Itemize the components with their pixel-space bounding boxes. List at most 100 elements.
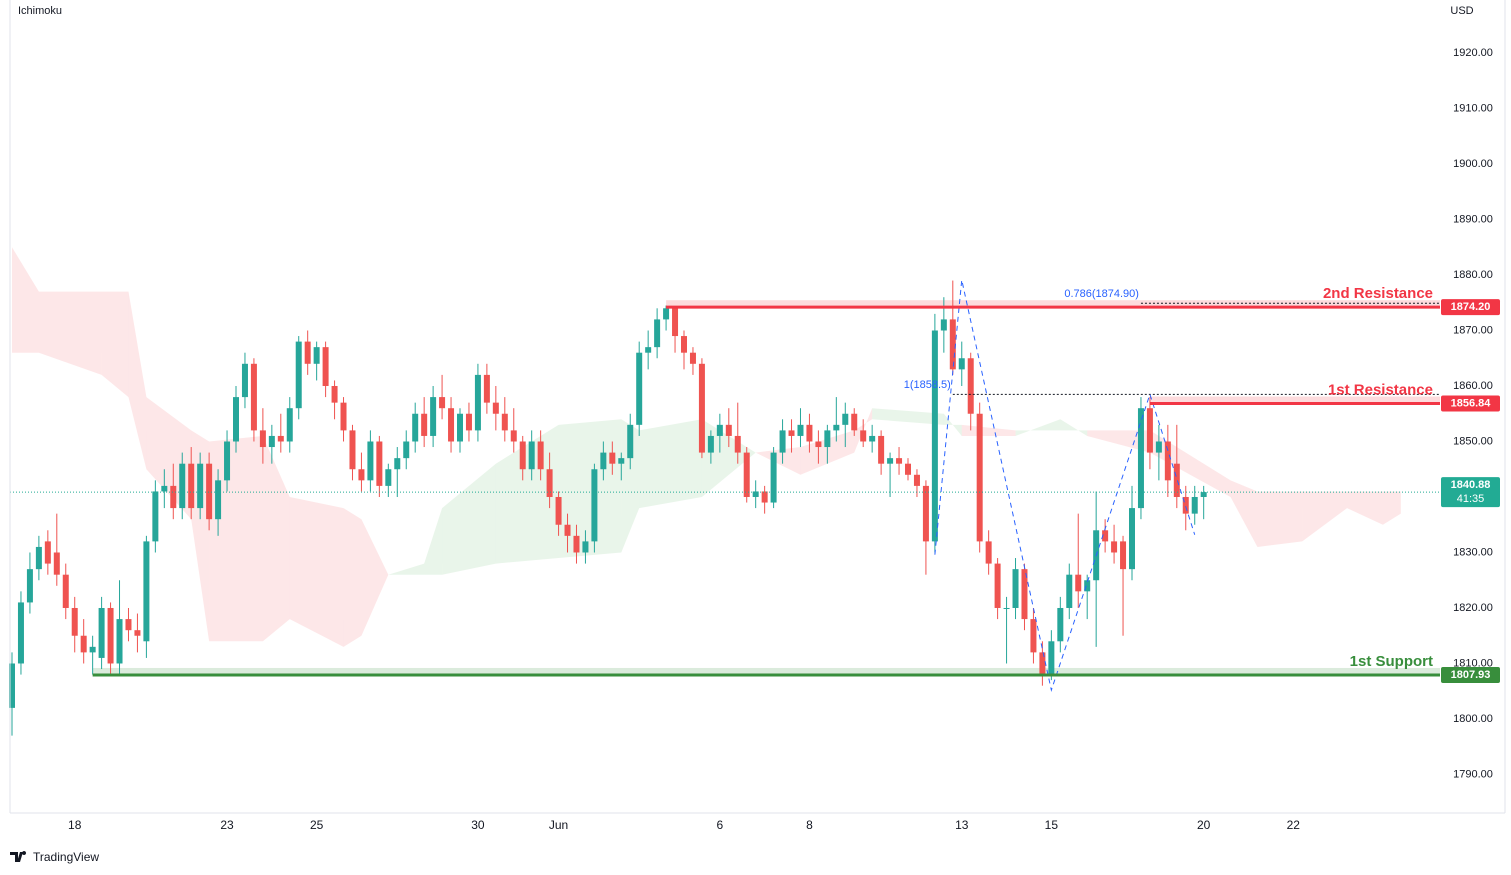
candle-body: [555, 496, 562, 525]
candle-body: [734, 435, 741, 453]
level-tag-label: 1807.93: [1451, 669, 1491, 681]
level-name: 1st Support: [1350, 653, 1433, 670]
candle-body: [887, 458, 894, 464]
cloud-segment: [12, 247, 39, 353]
candle-body: [197, 463, 204, 509]
cloud-segment: [424, 508, 443, 575]
candle-body: [1155, 441, 1162, 453]
candle-body: [707, 435, 714, 453]
candle-body: [833, 424, 840, 431]
candle-body: [134, 630, 141, 636]
candle-body: [340, 402, 347, 431]
candle-body: [743, 452, 750, 497]
last-price-label: 1840.88: [1451, 479, 1491, 491]
cloud-segment: [1347, 491, 1383, 525]
candle-body: [1084, 580, 1091, 592]
y-tick-label: 1910.00: [1453, 102, 1493, 114]
cloud-segment: [289, 496, 344, 647]
candle-body: [546, 469, 553, 497]
cloud-segment: [128, 291, 147, 470]
countdown-label: 41:35: [1457, 493, 1485, 505]
cloud-segment: [262, 435, 290, 642]
candle-body: [779, 430, 786, 453]
cloud-segment: [1149, 430, 1231, 497]
level-tag: [1441, 299, 1500, 316]
candle-body: [188, 463, 195, 509]
candle-body: [1129, 508, 1135, 570]
candle-body: [1200, 492, 1207, 497]
candle-body: [896, 458, 903, 464]
candle-body: [349, 430, 356, 470]
candle-body: [116, 619, 123, 664]
cloud-segment: [755, 447, 801, 475]
y-tick-label: 1880.00: [1453, 269, 1493, 281]
level-band: [666, 300, 1440, 308]
cloud-segment: [1087, 430, 1150, 453]
candle-body: [940, 319, 947, 331]
candle-body: [931, 330, 938, 542]
candle-body: [367, 441, 374, 481]
candle-body: [1120, 541, 1127, 570]
candle-body: [627, 424, 634, 459]
fib-label: 1(1858.5): [904, 379, 951, 391]
candle-body: [439, 397, 446, 409]
candle-body: [295, 341, 302, 409]
candle-body: [448, 408, 455, 442]
candle-body: [788, 430, 795, 436]
level-name: 1st Resistance: [1328, 381, 1433, 398]
candle-body: [1102, 530, 1109, 542]
candle-body: [815, 441, 822, 448]
candle-body: [403, 441, 410, 459]
cloud-segment: [442, 463, 496, 575]
y-tick-label: 1860.00: [1453, 380, 1493, 392]
cloud-segment: [1302, 491, 1348, 542]
candle-body: [376, 441, 383, 486]
cloud-segment: [191, 430, 210, 642]
candle-body: [645, 347, 652, 353]
brand-text: TradingView: [33, 850, 99, 864]
candle-body: [689, 352, 696, 364]
cloud-segment: [1060, 419, 1088, 436]
currency-label: USD: [1450, 5, 1473, 17]
candle-body: [1164, 441, 1171, 481]
x-tick-label: 6: [716, 818, 723, 832]
candle-body: [1012, 569, 1019, 608]
candle-body: [663, 308, 670, 320]
candle-body: [457, 413, 463, 442]
x-tick-label: 8: [806, 818, 813, 832]
x-tick-label: 18: [68, 818, 82, 832]
cloud-segment: [343, 508, 362, 647]
candle-body: [878, 435, 885, 464]
candle-body: [681, 336, 687, 353]
candle-body: [206, 463, 213, 520]
candle-body: [143, 541, 150, 642]
main-layer: 1790.00 1800.00 1810.00 1820.00 1830.00 1840.…: [9, 47, 1500, 832]
candle-body: [797, 424, 804, 436]
candle-body: [322, 347, 329, 386]
candle-body: [976, 413, 983, 542]
candle-body: [71, 607, 78, 636]
candle-body: [528, 441, 535, 470]
candle-body: [510, 430, 517, 442]
candle-body: [125, 619, 132, 631]
zigzag-line: [934, 279, 1196, 693]
candle-body: [1191, 496, 1198, 514]
candle-body: [80, 635, 87, 653]
candle-body: [421, 413, 428, 436]
candle-body: [26, 569, 33, 603]
x-tick-label: Jun: [549, 818, 568, 832]
candle-body: [430, 397, 437, 436]
y-tick-label: 1850.00: [1453, 435, 1493, 447]
level-band: [92, 667, 1440, 675]
candle-body: [179, 463, 186, 509]
cloud-segment: [1015, 419, 1061, 436]
candle-body: [1030, 619, 1037, 653]
candle-body: [304, 341, 311, 364]
candle-body: [922, 485, 929, 542]
candle-body: [770, 452, 777, 503]
candle-body: [860, 430, 867, 442]
candle-body: [725, 424, 732, 436]
cloud-segment: [38, 291, 102, 375]
candle-body: [716, 424, 723, 436]
